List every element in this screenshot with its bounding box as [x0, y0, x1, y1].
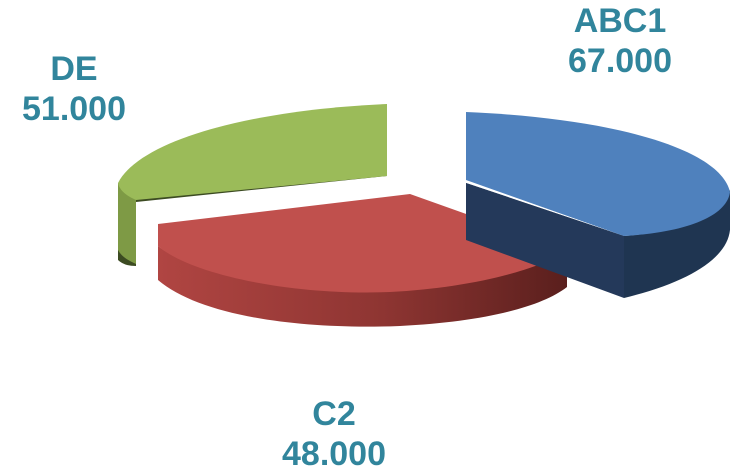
pie-slice-de: [118, 104, 387, 266]
data-label-c2-category: C2: [312, 395, 355, 433]
pie-slice-c2-side: [158, 224, 567, 327]
pie-slice-abc1-inner: [466, 112, 624, 298]
pie-slice-c2-top: [158, 194, 567, 293]
pie-slice-abc1-side: [466, 183, 730, 298]
pie-slice-de-front: [118, 183, 136, 264]
pie-slice-abc1: [466, 112, 730, 298]
pie-slice-abc1-top: [466, 112, 730, 236]
data-label-de-category: DE: [50, 50, 97, 88]
pie-slice-de-top: [118, 104, 387, 200]
data-label-de-value: 51.000: [22, 90, 126, 128]
pie-slice-c2: [158, 194, 567, 327]
data-label-c2-value: 48.000: [282, 435, 386, 473]
data-label-abc1-value: 67.000: [568, 42, 672, 80]
data-label-abc1-category: ABC1: [574, 2, 667, 40]
